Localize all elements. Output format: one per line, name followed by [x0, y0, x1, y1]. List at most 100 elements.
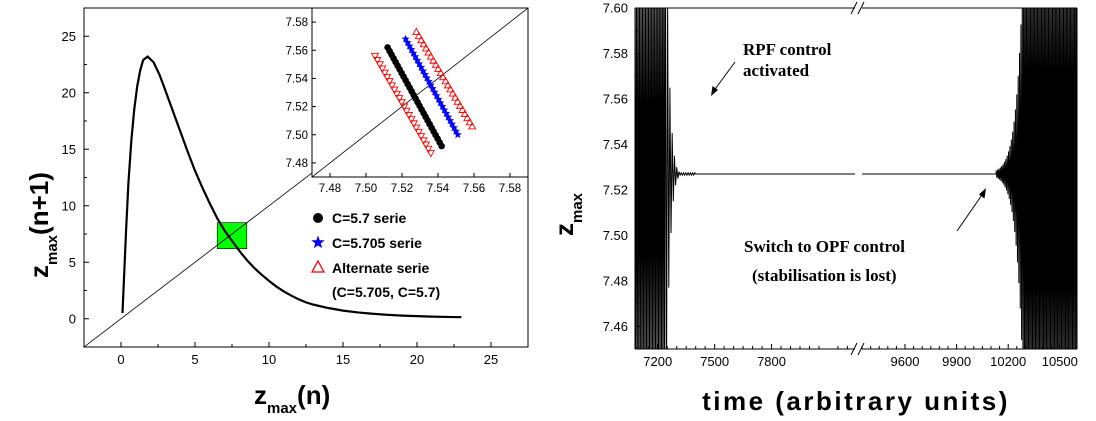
inset-point-star — [426, 80, 435, 89]
inset-point-star — [403, 38, 412, 47]
inset-diagonal — [312, 8, 528, 177]
inset-point-triangle — [426, 52, 436, 60]
ts-x-tick-label: 7800 — [757, 354, 786, 369]
inset-point-triangle — [455, 101, 465, 109]
x-tick-label: 10 — [262, 352, 276, 367]
y-tick-label: 20 — [62, 85, 76, 100]
inset-point-triangle-down — [375, 61, 385, 69]
inset-point-triangle-down — [370, 52, 380, 61]
y-tick-label: 5 — [69, 255, 76, 270]
inset-x-tick-label: 7.48 — [319, 183, 341, 195]
legend-label-c57: C=5.7 serie — [332, 210, 407, 226]
annotation-opf-line2: (stabilisation is lost) — [752, 266, 897, 285]
inset-point-triangle — [443, 80, 453, 89]
annotation-opf-line1: Switch to OPF control — [744, 237, 905, 256]
inset-point-triangle-down — [402, 107, 411, 116]
inset-point-star — [442, 109, 451, 117]
arrow-rpf — [712, 61, 736, 93]
legend-label-alternate: Alternate serie — [332, 260, 429, 276]
inset-x-tick-label: 7.50 — [355, 183, 377, 195]
x-tick-label: 25 — [484, 352, 498, 367]
inset-point-star — [418, 66, 428, 75]
inset-point-triangle-down — [378, 65, 387, 74]
inset-point-star — [405, 41, 414, 50]
inset-point-triangle — [424, 47, 433, 56]
inset-point-triangle — [468, 121, 477, 130]
inset-zoom: 7.48 7.50 7.52 7.54 7.56 7.58 7.48 7.50 7.52 7.54… — [286, 7, 529, 195]
return-map-panel: 0 5 10 15 20 25 0 5 10 15 20 25 zmax(n) zmax(n+1) 7… — [24, 7, 529, 417]
x-tick-label: 0 — [117, 352, 124, 367]
inset-point-star — [440, 105, 449, 114]
legend-marker-triangle — [310, 259, 326, 273]
inset-point-triangle — [434, 64, 443, 72]
inset-point-star — [447, 119, 457, 128]
inset-point-star — [453, 130, 462, 139]
inset-point-star — [430, 87, 439, 96]
inset-point-triangle-down — [419, 137, 428, 145]
ts-y-tick-label: 7.54 — [603, 137, 628, 152]
inset-point-star — [409, 48, 418, 57]
inset-point-triangle-down — [407, 116, 416, 124]
inset-y-tick-label: 7.58 — [286, 17, 308, 29]
inset-point-triangle — [429, 56, 438, 64]
inset-point-triangle — [446, 84, 455, 93]
inset-point-triangle-down — [382, 73, 392, 82]
annotation-rpf-line2: activated — [743, 61, 810, 80]
inset-point-star — [416, 63, 426, 71]
legend-marker-circle — [313, 213, 323, 223]
inset-point-star — [428, 84, 437, 93]
y-tick-label: 15 — [62, 142, 76, 157]
inset-point-star — [449, 123, 459, 132]
inset-point-triangle-down — [395, 95, 404, 103]
inset-point-triangle — [414, 31, 423, 40]
inset-point-triangle-down — [373, 57, 382, 65]
ts-x-tick-label: 10500 — [1042, 354, 1078, 369]
inset-y-tick-label: 7.52 — [286, 102, 308, 114]
inset-point-triangle-down — [385, 78, 394, 86]
inset-x-tick-label: 7.54 — [427, 183, 450, 195]
inset-point-triangle — [436, 68, 445, 77]
inset-point-triangle — [460, 109, 470, 118]
y-tick-label: 10 — [62, 198, 76, 213]
ts-x-tick-label: 7500 — [700, 354, 729, 369]
inset-point-triangle — [412, 27, 421, 35]
return-map-x-axis-label: zmax(n) — [254, 380, 330, 417]
inset-x-tick-label: 7.52 — [391, 183, 413, 195]
inset-x-tick-label: 7.58 — [499, 183, 521, 195]
inset-point-star — [436, 98, 445, 107]
inset-point-triangle-down — [392, 90, 401, 99]
inset-point-triangle-down — [390, 86, 399, 95]
axis-break-marks — [850, 1, 865, 356]
inset-point-star — [445, 116, 455, 125]
legend-label-alternate-note: (C=5.705, C=5.7) — [332, 284, 440, 300]
inset-point-star — [438, 102, 447, 110]
time-series-panel: 7.46 7.48 7.50 7.52 7.54 7.56 7.58 7.60 7200 7500… — [549, 1, 1078, 417]
inset-point-triangle-down — [399, 103, 409, 112]
inset-point-triangle — [438, 72, 448, 81]
inset-point-triangle-down — [424, 145, 433, 154]
inset-point-triangle — [417, 35, 426, 44]
inset-point-star — [411, 52, 420, 61]
inset-y-tick-label: 7.56 — [286, 45, 308, 57]
inset-point-star — [401, 34, 410, 43]
inset-point-triangle — [441, 76, 450, 85]
time-series-x-axis-label: time (arbitrary units) — [702, 386, 1010, 416]
inset-point-triangle — [465, 117, 474, 126]
inset-point-triangle-down — [397, 99, 406, 107]
inset-point-triangle — [419, 39, 428, 48]
inset-point-triangle-down — [387, 82, 397, 90]
annotation-arrows — [711, 61, 986, 232]
inset-point-triangle — [431, 60, 440, 68]
return-map-y-axis-label: zmax(n+1) — [24, 172, 61, 278]
ts-x-tick-label: 10200 — [990, 354, 1026, 369]
time-series-signal-left — [635, 8, 855, 349]
legend-marker-star — [311, 235, 325, 249]
ts-y-tick-label: 7.46 — [603, 319, 628, 334]
x-tick-label: 5 — [191, 352, 198, 367]
legend: C=5.7 serie C=5.705 serie Alternate seri… — [310, 210, 440, 300]
inset-point-star — [451, 126, 460, 135]
inset-point-star — [432, 91, 441, 100]
arrow-rpf-head — [711, 86, 718, 96]
ts-x-tick-label: 7200 — [643, 354, 672, 369]
